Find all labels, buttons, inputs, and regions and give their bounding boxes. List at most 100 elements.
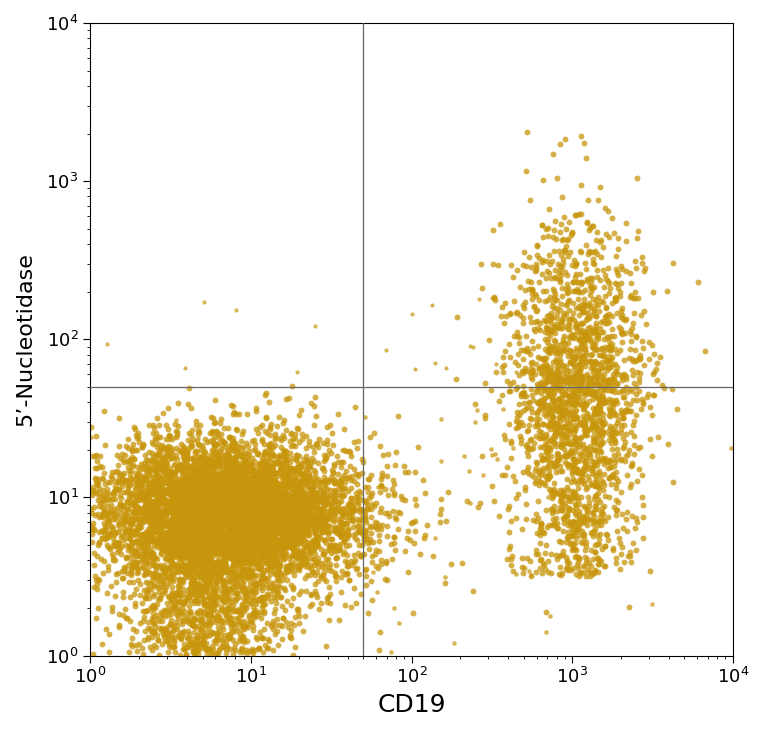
Point	[614, 310, 626, 322]
Point	[571, 463, 583, 475]
Point	[309, 513, 322, 525]
Point	[212, 541, 224, 553]
Point	[145, 625, 157, 637]
Point	[238, 594, 250, 605]
Point	[329, 525, 342, 537]
Point	[215, 413, 227, 425]
Point	[153, 649, 165, 660]
Point	[233, 635, 245, 646]
Point	[192, 563, 204, 575]
Point	[561, 288, 573, 299]
Point	[511, 381, 523, 393]
Point	[96, 484, 108, 496]
Point	[245, 537, 257, 548]
Point	[254, 498, 266, 509]
Point	[202, 643, 215, 655]
Point	[390, 459, 402, 471]
Point	[105, 493, 118, 505]
Point	[128, 544, 140, 556]
Point	[121, 503, 134, 515]
Point	[277, 499, 290, 511]
Point	[342, 560, 354, 572]
Point	[91, 578, 103, 589]
Point	[261, 516, 274, 528]
Point	[194, 510, 206, 522]
Point	[163, 482, 175, 493]
Point	[568, 332, 581, 344]
Point	[219, 488, 231, 499]
Point	[329, 493, 342, 504]
Point	[233, 471, 245, 483]
Point	[578, 447, 591, 458]
Point	[141, 557, 153, 569]
Point	[263, 468, 275, 479]
Point	[102, 531, 115, 542]
Point	[248, 496, 260, 507]
Point	[190, 567, 202, 579]
Point	[218, 539, 230, 550]
Point	[244, 462, 256, 474]
Point	[250, 531, 262, 543]
Point	[573, 359, 585, 370]
Point	[238, 543, 250, 555]
Point	[343, 445, 355, 457]
Point	[343, 507, 355, 519]
Point	[571, 413, 583, 425]
Point	[572, 365, 584, 376]
Point	[269, 506, 281, 518]
Point	[150, 602, 162, 613]
Point	[243, 481, 255, 493]
Point	[194, 507, 206, 519]
Point	[192, 649, 204, 660]
Point	[177, 479, 189, 491]
Point	[569, 285, 581, 296]
Point	[129, 474, 141, 485]
Point	[239, 600, 251, 612]
Point	[200, 619, 212, 630]
Point	[549, 398, 561, 410]
Point	[290, 523, 303, 534]
Point	[224, 479, 236, 490]
Point	[388, 478, 400, 490]
Point	[197, 545, 209, 557]
Point	[305, 512, 317, 523]
Point	[196, 583, 209, 595]
Point	[267, 552, 279, 564]
Point	[177, 493, 189, 505]
Point	[163, 553, 176, 564]
Point	[262, 465, 274, 477]
Point	[193, 523, 205, 534]
Point	[277, 429, 289, 441]
Point	[170, 431, 183, 443]
Point	[158, 559, 170, 571]
Point	[193, 526, 206, 537]
Point	[260, 503, 272, 515]
Point	[288, 499, 300, 511]
Point	[190, 478, 202, 490]
Point	[241, 543, 253, 555]
Point	[555, 428, 568, 440]
Point	[616, 407, 628, 419]
Point	[189, 586, 202, 597]
Point	[191, 529, 203, 540]
Point	[150, 482, 162, 494]
Point	[288, 512, 300, 523]
Point	[275, 533, 287, 545]
Point	[183, 491, 195, 503]
Point	[297, 505, 309, 517]
Point	[589, 404, 601, 416]
Point	[204, 485, 216, 497]
Point	[183, 480, 195, 492]
Point	[287, 543, 299, 555]
Point	[143, 482, 155, 493]
Point	[204, 457, 216, 468]
Point	[165, 503, 177, 515]
Point	[244, 518, 256, 530]
Point	[199, 618, 212, 630]
Point	[557, 359, 569, 371]
Point	[249, 509, 261, 520]
Point	[311, 494, 323, 506]
Point	[201, 474, 213, 486]
Point	[197, 618, 209, 630]
Point	[245, 556, 257, 568]
